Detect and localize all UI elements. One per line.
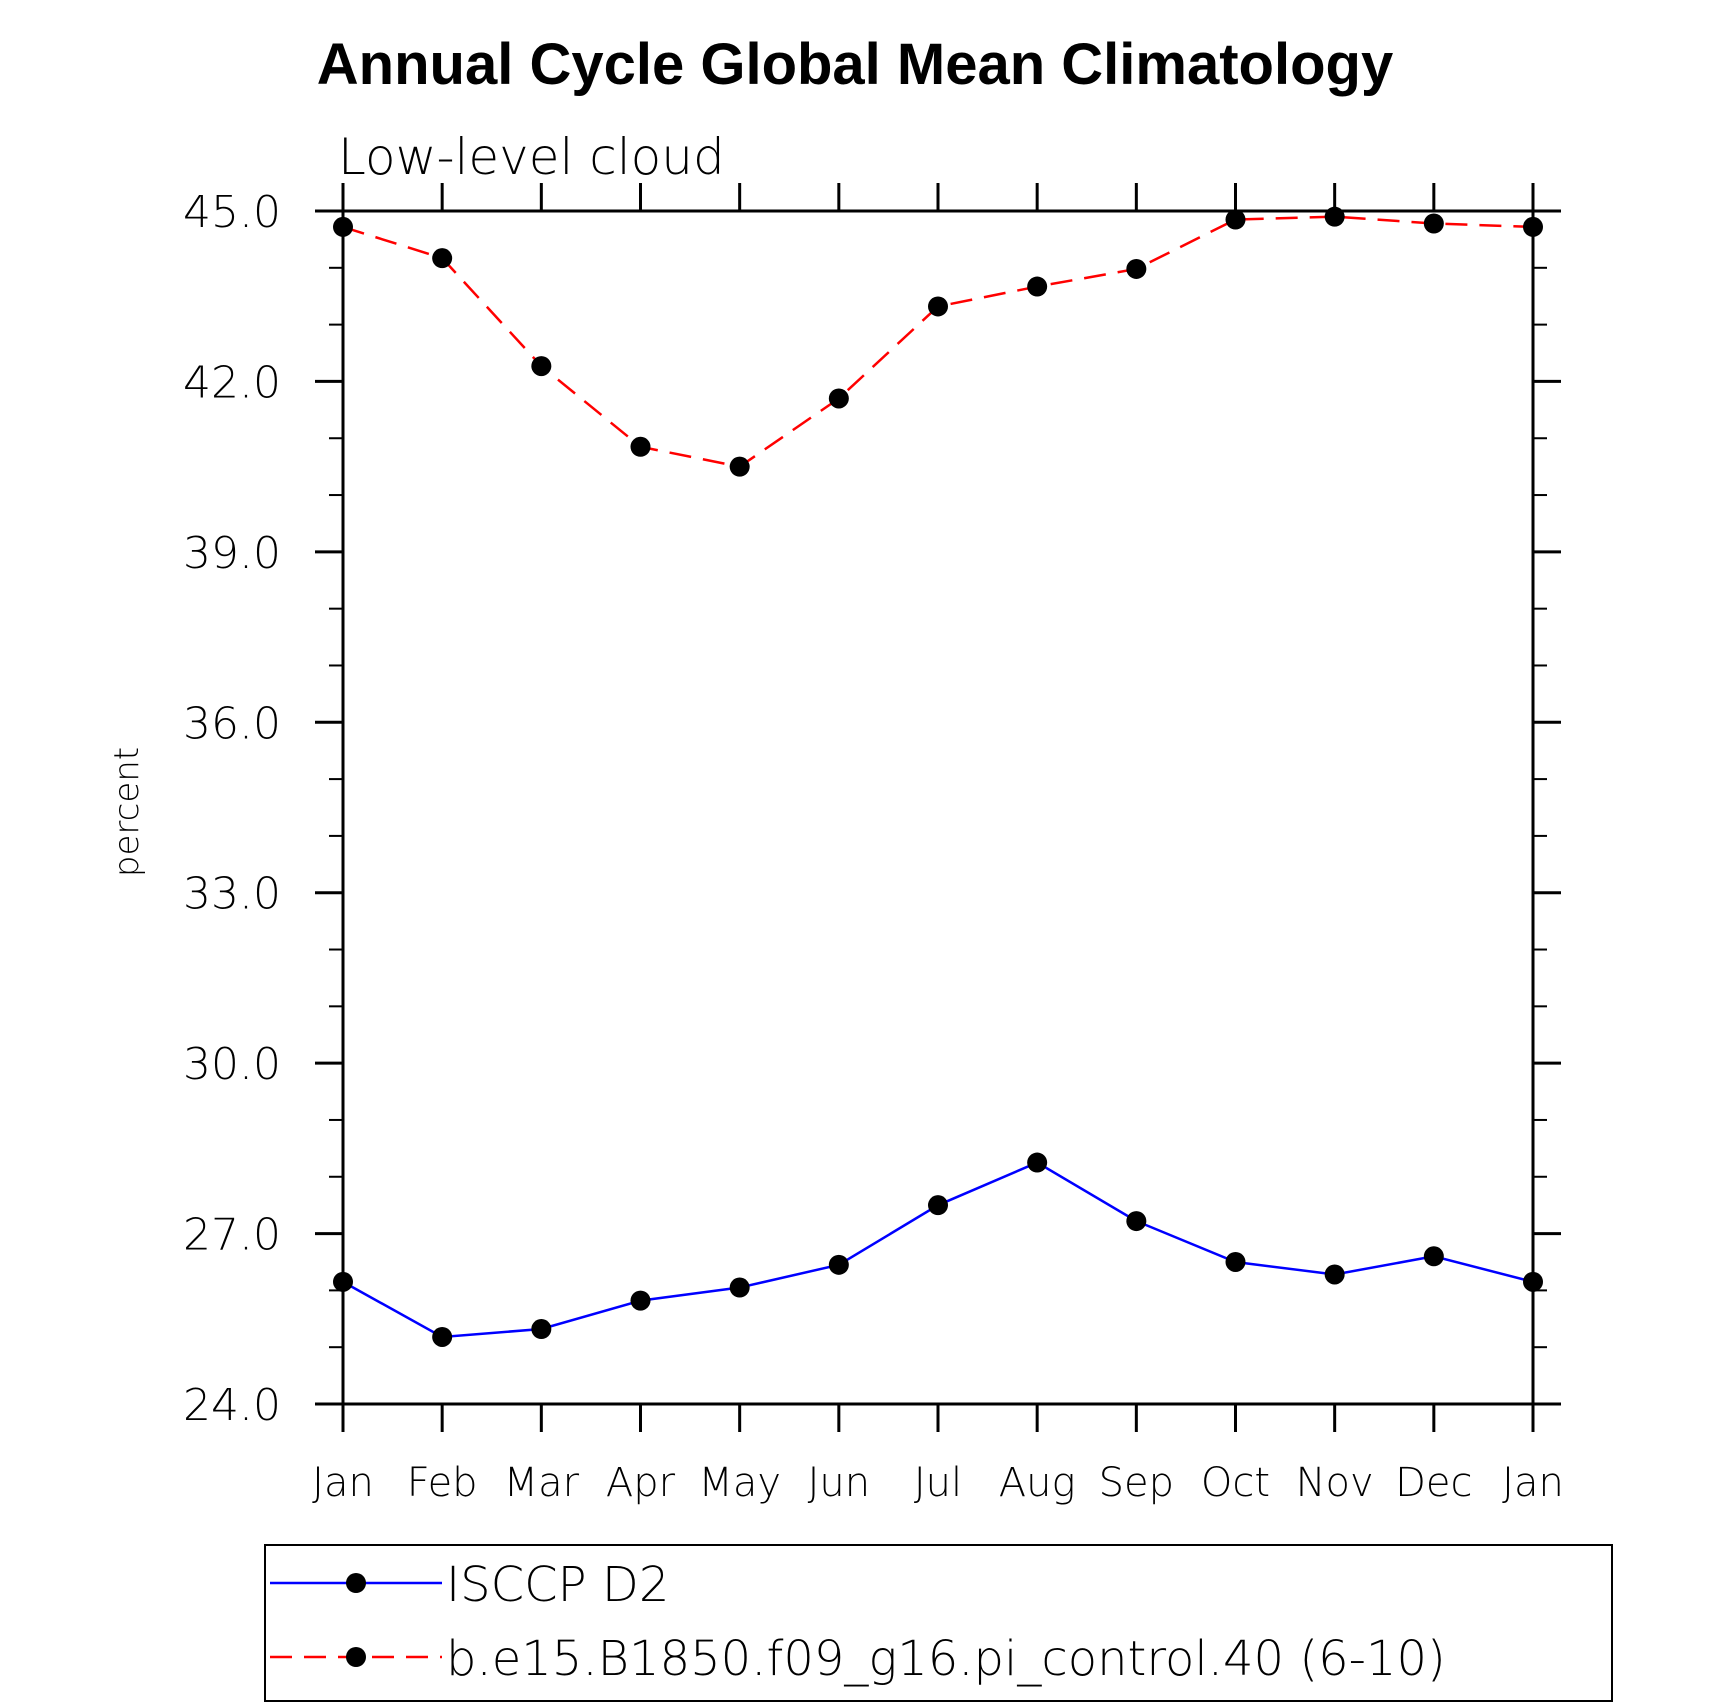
x-tick-label: Dec — [1395, 1460, 1472, 1506]
series-1-point — [531, 356, 552, 377]
series-0-point — [1225, 1251, 1246, 1272]
series-1-point — [432, 248, 453, 269]
series-1-point — [828, 388, 849, 409]
series-0-point — [531, 1319, 552, 1340]
series-0-point — [1324, 1264, 1345, 1285]
x-tick-label: Jan — [1502, 1460, 1564, 1506]
legend-label-1: b.e15.B1850.f09_g16.pi_control.40 (6-10) — [446, 1631, 1446, 1687]
plot-frame — [341, 209, 1535, 1406]
y-tick-label: 39.0 — [183, 528, 281, 579]
series-1-point — [928, 296, 948, 317]
x-tick-label: Feb — [407, 1460, 478, 1506]
y-tick-label: 27.0 — [183, 1210, 281, 1261]
chart-subtitle: Low-level cloud — [338, 128, 725, 186]
x-tick-label: Nov — [1296, 1460, 1374, 1506]
series-group — [333, 206, 1543, 1347]
series-0-point — [729, 1277, 750, 1298]
series-1-point — [1126, 258, 1147, 279]
series-0-point — [432, 1326, 453, 1347]
legend-marker-1 — [346, 1647, 366, 1667]
x-tick-label: Aug — [999, 1460, 1076, 1506]
y-axis-label: percent — [107, 747, 147, 877]
legend-marker-0 — [346, 1573, 366, 1593]
series-1-point — [1225, 209, 1246, 230]
y-tick-label: 42.0 — [183, 357, 281, 408]
y-tick-label: 36.0 — [183, 698, 281, 749]
series-line-1 — [342, 215, 1534, 468]
x-tick-label: May — [698, 1460, 781, 1506]
series-0-point — [1523, 1271, 1543, 1292]
series-1-point — [1523, 216, 1543, 237]
x-tick-label: Sep — [1099, 1460, 1174, 1506]
y-tick-label: 45.0 — [183, 187, 281, 238]
series-1-point — [333, 216, 353, 237]
x-tick-label: Jun — [808, 1460, 871, 1506]
y-tick-label: 33.0 — [183, 869, 281, 920]
series-1-point — [1324, 206, 1345, 227]
series-line-0 — [342, 1161, 1534, 1339]
y-tick-label: 24.0 — [183, 1380, 281, 1431]
series-0-point — [1126, 1211, 1147, 1232]
x-tick-label: Jul — [914, 1460, 962, 1506]
legend: ISCCP D2 b.e15.B1850.f09_g16.pi_control.4… — [270, 1557, 1446, 1687]
x-tick-label: Mar — [504, 1460, 580, 1506]
series-1-point — [1423, 213, 1444, 234]
series-0-point — [1027, 1152, 1048, 1173]
legend-label-0: ISCCP D2 — [446, 1557, 669, 1613]
series-1-point — [630, 436, 651, 457]
series-0-point — [333, 1271, 353, 1292]
axis-ticks: Jan Feb Mar Apr May Jun Jul Aug Sep Oct Nov Dec Jan 2… — [183, 183, 1564, 1506]
chart-title: Annual Cycle Global Mean Climatology — [317, 32, 1393, 97]
series-0-point — [630, 1290, 651, 1311]
series-0-point — [928, 1195, 948, 1216]
legend-box — [264, 1544, 1613, 1702]
series-0-point — [1423, 1246, 1444, 1267]
x-tick-label: Jan — [312, 1460, 374, 1506]
series-1-point — [1027, 276, 1048, 297]
x-tick-label: Oct — [1201, 1460, 1270, 1506]
x-tick-label: Apr — [606, 1460, 676, 1506]
y-tick-label: 30.0 — [183, 1039, 281, 1090]
series-1-point — [729, 456, 750, 477]
series-0-point — [828, 1254, 849, 1275]
